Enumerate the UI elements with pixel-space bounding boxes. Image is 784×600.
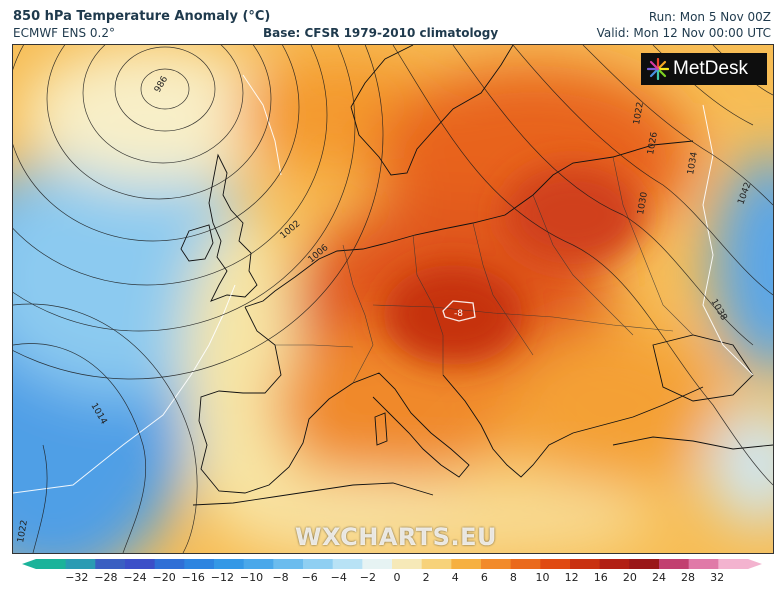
colorbar-segment <box>599 559 630 569</box>
colorbar-tick-label: 8 <box>509 571 517 584</box>
colorbar-segment <box>421 559 452 569</box>
colorbar-segment <box>273 559 304 569</box>
colorbar-tick-label: −28 <box>94 571 118 584</box>
colorbar-segment <box>243 559 274 569</box>
isobar-label: 1030 <box>636 191 650 216</box>
colorbar-segment <box>332 559 363 569</box>
colorbar-tick-label: 24 <box>651 571 666 584</box>
isobar-label: 1022 <box>632 101 646 125</box>
colorbar-min-arrow <box>22 559 36 569</box>
colorbar-tick-label: 32 <box>710 571 725 584</box>
colorbar-tick-label: 16 <box>593 571 608 584</box>
isobars <box>13 45 773 553</box>
colorbar-tick-label: −20 <box>152 571 176 584</box>
colorbar-segment <box>303 559 334 569</box>
colorbar-segment <box>36 559 67 569</box>
colorbar-max-arrow <box>748 559 762 569</box>
model-label: ECMWF ENS 0.2° <box>13 26 115 40</box>
colorbar-tick-label: −2 <box>359 571 376 584</box>
metdesk-logo-text: MetDesk <box>673 58 748 79</box>
metdesk-logo: MetDesk <box>641 53 767 85</box>
colorbar <box>22 559 762 569</box>
country-borders <box>275 156 694 384</box>
isobar-label: 1022 <box>16 519 30 543</box>
colorbar-segment <box>392 559 423 569</box>
colorbar-tick-label: −8 <box>272 571 289 584</box>
colorbar-ticks: −32 −28 −24 −20 −16 −12 −10 −8 −6 −4 −2 0 2 4 6 8 10 12 16… <box>0 571 784 587</box>
isobar-label: 1034 <box>686 151 700 176</box>
colorbar-segment <box>154 559 185 569</box>
colorbar-segment <box>570 559 601 569</box>
valid-time-label: Valid: Mon 12 Nov 00:00 UTC <box>596 26 771 40</box>
isobar-label: 1026 <box>646 131 660 156</box>
colorbar-tick-label: −4 <box>330 571 347 584</box>
colorbar-segment <box>65 559 96 569</box>
colorbar-tick-label: −16 <box>181 571 205 584</box>
colorbar-segment <box>95 559 126 569</box>
colorbar-tick-label: 28 <box>681 571 696 584</box>
colorbar-tick-label: 10 <box>535 571 550 584</box>
colorbar-segment <box>659 559 690 569</box>
colorbar-segment <box>629 559 660 569</box>
colorbar-tick-label: 12 <box>564 571 579 584</box>
colorbar-segment <box>362 559 393 569</box>
colorbar-segment <box>184 559 215 569</box>
colorbar-tick-label: 4 <box>451 571 459 584</box>
colorbar-tick-label: 2 <box>422 571 430 584</box>
colorbar-segment <box>510 559 541 569</box>
anomaly-label: -8 <box>454 309 463 319</box>
colorbar-tick-label: −32 <box>65 571 89 584</box>
colorbar-tick-label: 0 <box>393 571 401 584</box>
colorbar-segment <box>451 559 482 569</box>
colorbar-tick-label: 6 <box>480 571 488 584</box>
colorbar-segment <box>481 559 512 569</box>
colorbar-segment <box>125 559 156 569</box>
coastlines <box>180 45 773 506</box>
colorbar-segment <box>540 559 571 569</box>
colorbar-segment <box>718 559 749 569</box>
colorbar-tick-label: 20 <box>622 571 637 584</box>
map-canvas: 986 1002 1006 1014 1022 1022 1026 1030 1… <box>13 45 773 553</box>
metdesk-starburst-icon <box>647 58 669 80</box>
colorbar-segment <box>214 559 245 569</box>
colorbar-tick-label: −12 <box>210 571 234 584</box>
chart-title: 850 hPa Temperature Anomaly (°C) <box>13 9 271 24</box>
climatology-base-label: Base: CFSR 1979-2010 climatology <box>263 26 499 40</box>
colorbar-tick-label: −10 <box>239 571 264 584</box>
run-time-label: Run: Mon 5 Nov 00Z <box>648 10 771 24</box>
colorbar-tick-label: −24 <box>123 571 147 584</box>
colorbar-tick-label: −6 <box>301 571 318 584</box>
colorbar-segment <box>688 559 719 569</box>
wxcharts-watermark: WXCHARTS.EU <box>295 523 497 551</box>
anomaly-map: 986 1002 1006 1014 1022 1022 1026 1030 1… <box>12 44 774 554</box>
